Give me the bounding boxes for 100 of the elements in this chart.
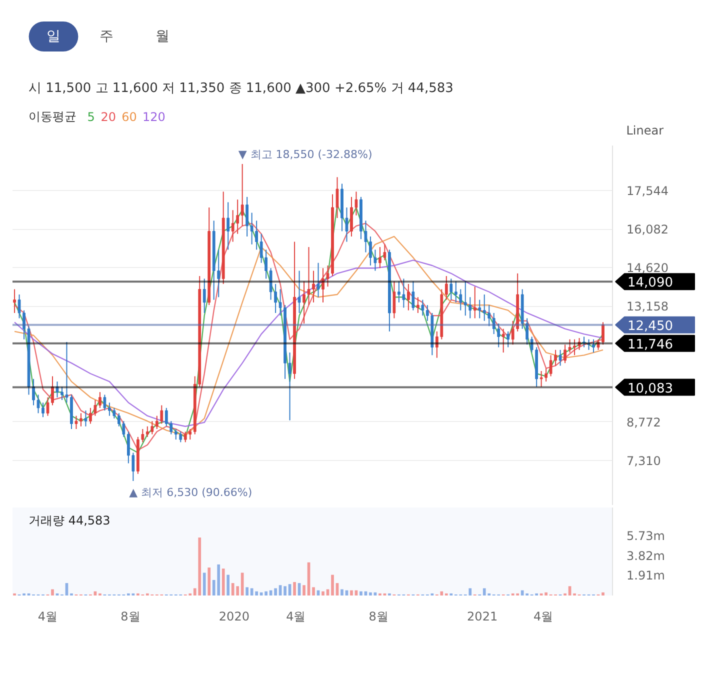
candlestick [482,294,486,322]
candlestick [160,404,164,424]
annotation: ▼ 최고 18,550 (-32.88%) [238,148,372,161]
text: 주 [100,28,114,44]
text: 시 11,500 고 11,600 저 11,350 종 11,600 ▲300 +2.65% 거 44,583 [28,81,454,96]
text: 60 [122,110,137,124]
text: 20 [100,110,116,124]
candlestick [141,428,144,443]
candlestick [383,244,386,261]
bar [312,587,315,596]
bar [322,591,324,596]
line-series [14,260,604,427]
candlestick [322,268,324,303]
candlestick [126,431,130,464]
candlestick [582,336,586,348]
bar [544,592,548,596]
bar [293,582,296,596]
y-tick-label: 5.73m [626,529,665,544]
candlestick [473,286,476,319]
candlestick [444,276,448,300]
candlestick [526,318,529,346]
candlestick [278,288,282,316]
candlestick [80,412,82,427]
candlestick [578,338,581,350]
legend-title: 이동평균 [28,110,76,124]
candlestick [506,330,510,348]
candlestick [421,299,424,316]
candlestick [132,452,135,482]
candlestick [288,352,292,421]
candlestick [558,349,562,366]
candlestick [488,304,491,327]
candlestick [468,296,472,319]
candlestick [264,249,268,280]
candlestick [94,400,97,416]
ref-line-label: 11,746 [628,337,673,352]
candlestick [464,280,467,316]
candlestick [155,415,158,430]
ref-line-label: 14,090 [628,276,673,291]
candlestick [326,265,330,288]
candlestick [406,283,410,311]
ref-line-label: 10,083 [628,381,673,396]
text: Linear [626,124,664,138]
y-tick-label: 7,310 [626,454,661,468]
candlestick [564,344,566,364]
candlestick [240,163,244,226]
candlestick [416,296,420,314]
candlestick [98,392,102,408]
candlestick [56,381,59,398]
bar [255,591,258,596]
bar [568,586,572,596]
bar [284,586,286,596]
candlestick [554,349,557,366]
x-tick-label: 4월 [534,610,554,624]
bar [222,568,225,596]
candlestick [549,354,552,377]
bar [51,589,54,596]
candlestick [302,280,306,324]
bar [202,572,206,596]
candlestick [246,196,249,237]
x-tick-label: 8월 [368,610,388,624]
y-tick-label: 14,620 [626,261,668,276]
candlestick [103,394,106,412]
bar [360,591,362,596]
candlestick [226,202,230,250]
candlestick [378,246,382,269]
x-tick-label: 4월 [286,610,306,624]
x-tick-label: 2021 [467,610,498,624]
annotation: ▲ 최저 6,530 (90.66%) [129,486,252,499]
candlestick [89,407,92,424]
x-tick-label: 4월 [38,610,58,624]
bar [331,574,334,596]
candlestick [412,280,415,311]
bar [350,590,353,596]
candlestick [402,278,406,308]
candlestick [298,270,301,314]
candlestick [84,410,88,427]
text: 월 [156,28,170,44]
candlestick [392,280,396,319]
bar [226,574,230,596]
bar [208,568,211,596]
y-tick-label: 13,158 [626,300,668,314]
text: 거래량 44,583 [28,514,110,528]
text: 일 [46,28,60,44]
x-tick-label: 2020 [218,610,250,624]
candlestick [587,338,590,350]
x-tick-label: 8월 [120,610,140,624]
text: 5 [87,110,95,124]
candlestick [459,288,462,311]
candlestick [260,233,263,264]
bar [369,592,372,596]
candlestick [596,338,600,350]
y-tick-label: 17,544 [626,184,668,198]
y-tick-label: 3.82m [626,548,665,563]
bar [246,587,248,596]
y-tick-label: 8,772 [626,415,661,430]
text: 120 [142,110,166,124]
candlestick [450,278,453,300]
candlestick [13,288,16,314]
candlestick [592,338,595,354]
bar [274,588,277,596]
